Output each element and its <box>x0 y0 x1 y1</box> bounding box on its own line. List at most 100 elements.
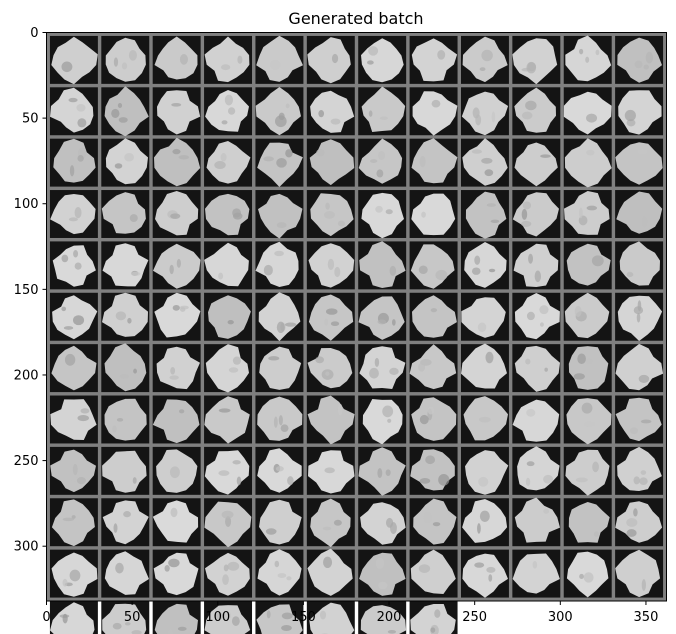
sample-tile <box>306 395 355 445</box>
sample-tile <box>615 498 664 547</box>
chart-title: Generated batch <box>288 9 423 28</box>
y-tick-label: 150 <box>14 283 39 298</box>
sample-tile <box>512 87 561 136</box>
sample-tile <box>460 292 509 341</box>
sample-tile <box>152 292 201 341</box>
x-tick-label: 300 <box>548 610 573 625</box>
y-tick-label: 0 <box>30 26 38 41</box>
sample-tile <box>409 241 458 290</box>
sample-tile <box>49 241 98 290</box>
image-background <box>46 32 667 601</box>
sample-tile <box>512 446 561 495</box>
sample-tile <box>615 35 664 84</box>
sample-tile <box>204 87 253 136</box>
y-tick-label: 300 <box>14 540 39 555</box>
sample-tile <box>306 498 355 548</box>
sample-tile <box>358 138 407 187</box>
sample-tile <box>563 35 612 84</box>
sample-tile <box>49 138 98 187</box>
sample-tile <box>460 190 509 239</box>
sample-tile <box>49 601 98 634</box>
sample-tile <box>49 35 98 85</box>
sample-tile <box>563 498 612 547</box>
sample-tile <box>101 190 150 238</box>
sample-tile <box>563 549 612 598</box>
sample-tile <box>358 344 407 393</box>
sample-tile <box>306 138 355 187</box>
sample-tile <box>255 549 304 598</box>
sample-tile <box>255 498 304 547</box>
sample-tile <box>101 138 150 187</box>
sample-tile <box>306 601 355 634</box>
sample-tile <box>152 344 201 393</box>
y-tick-label: 100 <box>14 197 39 212</box>
x-tick-label: 50 <box>124 610 141 625</box>
sample-tile <box>152 35 201 84</box>
sample-tile <box>512 497 561 547</box>
sample-tile <box>255 395 304 444</box>
sample-tile <box>460 138 509 187</box>
y-axis: 0 50 100 150 200 250 300 <box>14 26 47 555</box>
sample-tile <box>101 601 150 634</box>
sample-tile <box>152 498 201 547</box>
sample-tile <box>152 601 201 634</box>
sample-tile <box>409 292 458 341</box>
sample-tile <box>409 395 458 444</box>
y-tick-label: 50 <box>22 112 39 127</box>
sample-tile <box>49 498 98 547</box>
sample-tile <box>255 241 304 290</box>
sample-tile <box>306 548 355 598</box>
sample-tile <box>49 87 98 136</box>
sample-tile <box>460 241 509 290</box>
sample-tile <box>255 292 304 342</box>
sample-tile <box>409 190 458 238</box>
sample-tile <box>204 395 253 444</box>
sample-tile <box>615 549 664 598</box>
y-tick-label: 200 <box>14 368 39 383</box>
image-grid <box>46 32 667 634</box>
sample-tile <box>101 343 150 393</box>
sample-tile <box>306 87 355 136</box>
sample-tile <box>358 35 407 84</box>
sample-tile <box>563 190 612 238</box>
sample-tile <box>615 292 664 341</box>
sample-tile <box>152 190 201 238</box>
sample-tile <box>358 601 407 634</box>
sample-tile <box>460 549 509 598</box>
sample-tile <box>358 498 407 547</box>
sample-tile <box>512 241 561 290</box>
sample-tile <box>563 87 612 136</box>
sample-tile <box>255 138 304 187</box>
sample-tile <box>512 190 561 238</box>
sample-tile <box>306 292 355 341</box>
sample-tile <box>615 87 664 136</box>
sample-tile <box>358 86 407 136</box>
sample-tile <box>49 446 98 495</box>
sample-tile <box>358 190 407 239</box>
sample-tile <box>152 446 201 495</box>
sample-tile <box>460 87 509 136</box>
sample-tile <box>49 549 98 598</box>
sample-tile <box>409 344 458 393</box>
sample-tile <box>615 343 664 393</box>
x-axis: 0 50 100 150 200 250 300 350 <box>42 601 658 625</box>
sample-tile <box>563 241 612 290</box>
sample-tile <box>306 190 355 238</box>
sample-tile <box>512 395 561 444</box>
sample-tile <box>152 137 201 187</box>
sample-tile <box>358 292 407 341</box>
y-tick-label: 250 <box>14 454 39 469</box>
sample-tile <box>204 549 253 598</box>
sample-tile <box>152 87 201 136</box>
sample-tile <box>49 292 98 341</box>
sample-tile <box>615 138 664 187</box>
sample-tile <box>563 292 612 341</box>
sample-tile <box>615 395 664 444</box>
sample-tile <box>358 446 407 496</box>
sample-tile <box>358 549 407 598</box>
sample-tile <box>255 87 304 136</box>
sample-tile <box>615 190 664 238</box>
sample-tile <box>255 601 304 634</box>
sample-tile <box>204 292 253 341</box>
sample-tile <box>306 446 355 495</box>
